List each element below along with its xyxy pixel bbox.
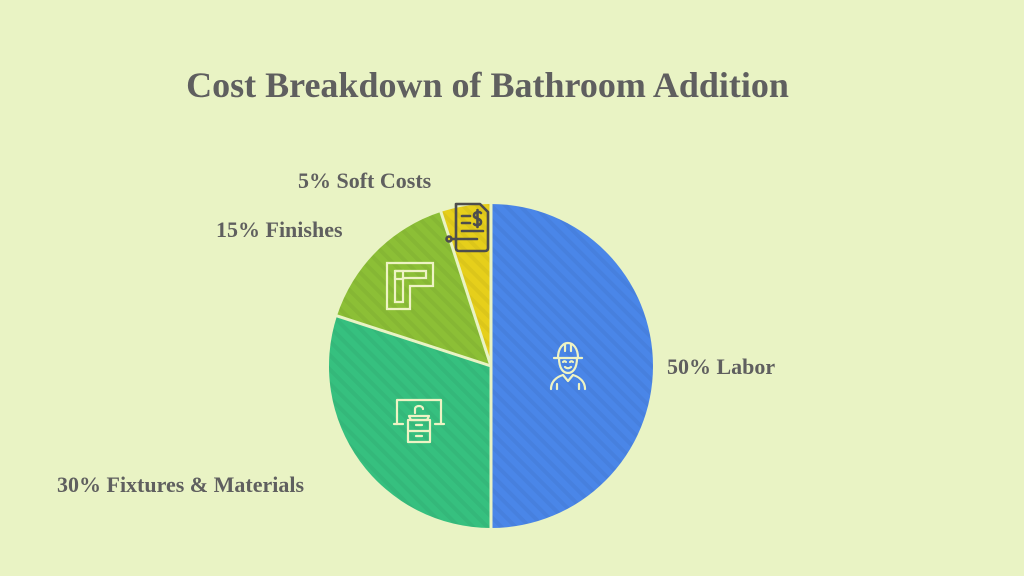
- label-labor: 50% Labor: [667, 354, 776, 379]
- label-finishes: 15% Finishes: [216, 217, 343, 242]
- invoice-dollar-icon: [445, 202, 490, 253]
- label-soft-costs: 5% Soft Costs: [298, 168, 432, 193]
- slice-fixtures-materials[interactable]: [329, 315, 491, 528]
- slice-labor[interactable]: [491, 204, 653, 528]
- label-fixtures-materials: 30% Fixtures & Materials: [57, 472, 305, 497]
- chart-title: Cost Breakdown of Bathroom Addition: [186, 65, 789, 105]
- floor-plan-icon: [385, 261, 435, 311]
- vanity-sink-icon: [392, 398, 446, 444]
- construction-worker-icon: [549, 341, 587, 391]
